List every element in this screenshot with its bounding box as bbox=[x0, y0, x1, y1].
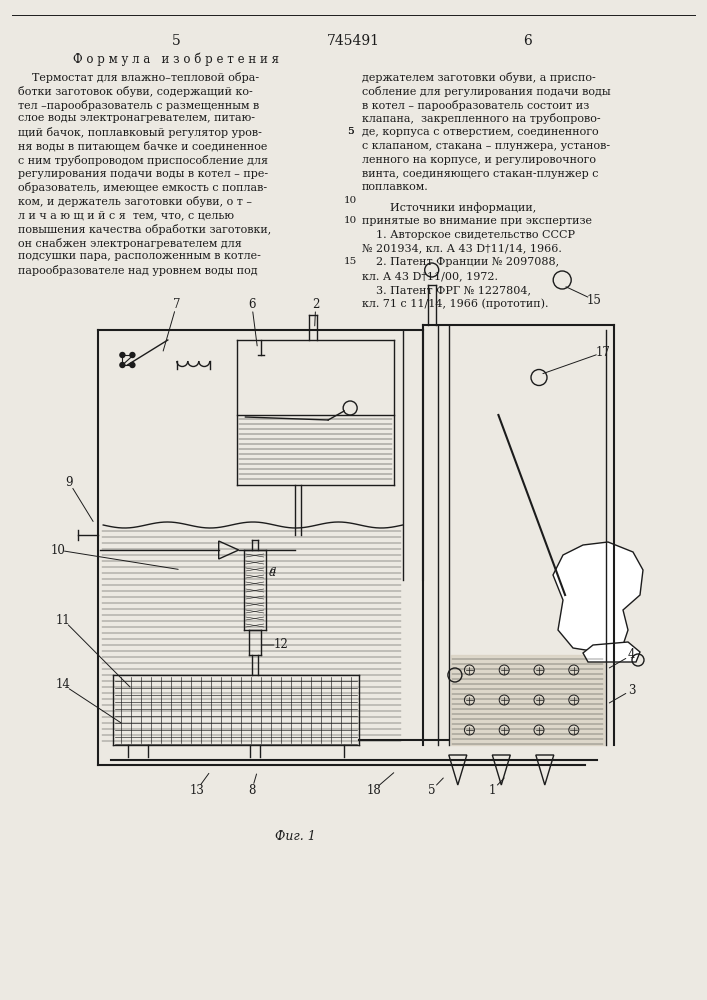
Text: кл. А 43 D†11/00, 1972.: кл. А 43 D†11/00, 1972. bbox=[362, 271, 498, 281]
Text: 10: 10 bbox=[344, 216, 356, 225]
Text: слое воды электронагревателем, питаю-: слое воды электронагревателем, питаю- bbox=[18, 113, 255, 123]
Text: образователь, имеющее емкость с поплав-: образователь, имеющее емкость с поплав- bbox=[18, 182, 267, 193]
Text: № 201934, кл. А 43 D†11/14, 1966.: № 201934, кл. А 43 D†11/14, 1966. bbox=[362, 244, 562, 254]
Text: кл. 71 с 11/14, 1966 (прототип).: кл. 71 с 11/14, 1966 (прототип). bbox=[362, 299, 549, 309]
Text: 10: 10 bbox=[50, 544, 65, 556]
Text: клапана,  закрепленного на трубопрово-: клапана, закрепленного на трубопрово- bbox=[362, 113, 601, 124]
Text: в котел – парообразователь состоит из: в котел – парообразователь состоит из bbox=[362, 100, 589, 111]
Text: тел –парообразователь с размещенным в: тел –парообразователь с размещенным в bbox=[18, 100, 259, 111]
Text: 15: 15 bbox=[344, 257, 356, 266]
Text: повышения качества обработки заготовки,: повышения качества обработки заготовки, bbox=[18, 224, 271, 235]
Circle shape bbox=[120, 353, 125, 358]
Text: подсушки пара, расположенным в котле-: подсушки пара, расположенным в котле- bbox=[18, 251, 261, 261]
Text: 6: 6 bbox=[248, 298, 256, 312]
Polygon shape bbox=[449, 755, 467, 785]
Text: 2: 2 bbox=[312, 298, 320, 312]
Circle shape bbox=[130, 353, 135, 358]
Text: 6: 6 bbox=[524, 34, 532, 48]
Text: ботки заготовок обуви, содержащий ко-: ботки заготовок обуви, содержащий ко- bbox=[18, 86, 252, 97]
Text: 13: 13 bbox=[189, 784, 204, 796]
Text: держателем заготовки обуви, а приспо-: держателем заготовки обуви, а приспо- bbox=[362, 72, 596, 83]
Text: регулирования подачи воды в котел – пре-: регулирования подачи воды в котел – пре- bbox=[18, 169, 268, 179]
Circle shape bbox=[130, 362, 135, 367]
Text: ком, и держатель заготовки обуви, о т –: ком, и держатель заготовки обуви, о т – bbox=[18, 196, 252, 207]
Text: л и ч а ю щ и й с я  тем, что, с целью: л и ч а ю щ и й с я тем, что, с целью bbox=[18, 210, 234, 220]
Text: 1: 1 bbox=[489, 784, 496, 796]
Text: ленного на корпусе, и регулировочного: ленного на корпусе, и регулировочного bbox=[362, 155, 596, 165]
Text: принятые во внимание при экспертизе: принятые во внимание при экспертизе bbox=[362, 216, 592, 226]
Text: Термостат для влажно–тепловой обра-: Термостат для влажно–тепловой обра- bbox=[18, 72, 259, 83]
Text: 5: 5 bbox=[346, 127, 354, 136]
Text: 11: 11 bbox=[56, 613, 71, 626]
Text: собление для регулирования подачи воды: собление для регулирования подачи воды bbox=[362, 86, 611, 97]
Circle shape bbox=[120, 362, 125, 367]
Text: 1. Авторское свидетельство СССР: 1. Авторское свидетельство СССР bbox=[362, 230, 575, 240]
Text: 745491: 745491 bbox=[327, 34, 380, 48]
Text: 5: 5 bbox=[428, 784, 436, 796]
Polygon shape bbox=[536, 755, 554, 785]
Text: 8: 8 bbox=[248, 784, 256, 796]
Text: винта, соединяющего стакан-плунжер с: винта, соединяющего стакан-плунжер с bbox=[362, 169, 599, 179]
Text: Ф о р м у л а   и з о б р е т е н и я: Ф о р м у л а и з о б р е т е н и я bbox=[73, 52, 279, 66]
Text: с клапаном, стакана – плунжера, установ-: с клапаном, стакана – плунжера, установ- bbox=[362, 141, 610, 151]
Text: парообразователе над уровнем воды под: парообразователе над уровнем воды под bbox=[18, 265, 257, 276]
Text: 10: 10 bbox=[344, 196, 356, 205]
Text: 2. Патент Франции № 2097088,: 2. Патент Франции № 2097088, bbox=[362, 257, 559, 267]
Text: 18: 18 bbox=[366, 784, 381, 796]
Polygon shape bbox=[492, 755, 510, 785]
Polygon shape bbox=[583, 642, 640, 662]
Text: 15: 15 bbox=[587, 294, 602, 306]
Text: 7: 7 bbox=[173, 298, 180, 312]
Text: Фиг. 1: Фиг. 1 bbox=[275, 830, 316, 843]
Text: 9: 9 bbox=[66, 476, 73, 489]
Text: 4: 4 bbox=[628, 648, 636, 662]
Polygon shape bbox=[553, 542, 643, 652]
Text: 12: 12 bbox=[274, 639, 288, 652]
Text: Источники информации,: Источники информации, bbox=[362, 202, 536, 213]
Text: ня воды в питающем бачке и соединенное: ня воды в питающем бачке и соединенное bbox=[18, 141, 267, 152]
Text: a: a bbox=[269, 566, 276, 579]
Text: a: a bbox=[270, 565, 276, 575]
Text: он снабжен электронагревателем для: он снабжен электронагревателем для bbox=[18, 238, 242, 249]
Text: 17: 17 bbox=[595, 346, 610, 359]
Text: с ним трубопроводом приспособление для: с ним трубопроводом приспособление для bbox=[18, 155, 268, 166]
Text: 14: 14 bbox=[56, 678, 71, 692]
Text: 3. Патент ФРГ № 1227804,: 3. Патент ФРГ № 1227804, bbox=[362, 285, 531, 295]
Text: 5: 5 bbox=[346, 127, 354, 136]
Text: поплавком.: поплавком. bbox=[362, 182, 428, 192]
Polygon shape bbox=[218, 541, 239, 559]
Text: 5: 5 bbox=[172, 34, 180, 48]
Text: щий бачок, поплавковый регулятор уров-: щий бачок, поплавковый регулятор уров- bbox=[18, 127, 262, 138]
Text: 3: 3 bbox=[628, 684, 636, 696]
Text: де, корпуса с отверстием, соединенного: де, корпуса с отверстием, соединенного bbox=[362, 127, 599, 137]
